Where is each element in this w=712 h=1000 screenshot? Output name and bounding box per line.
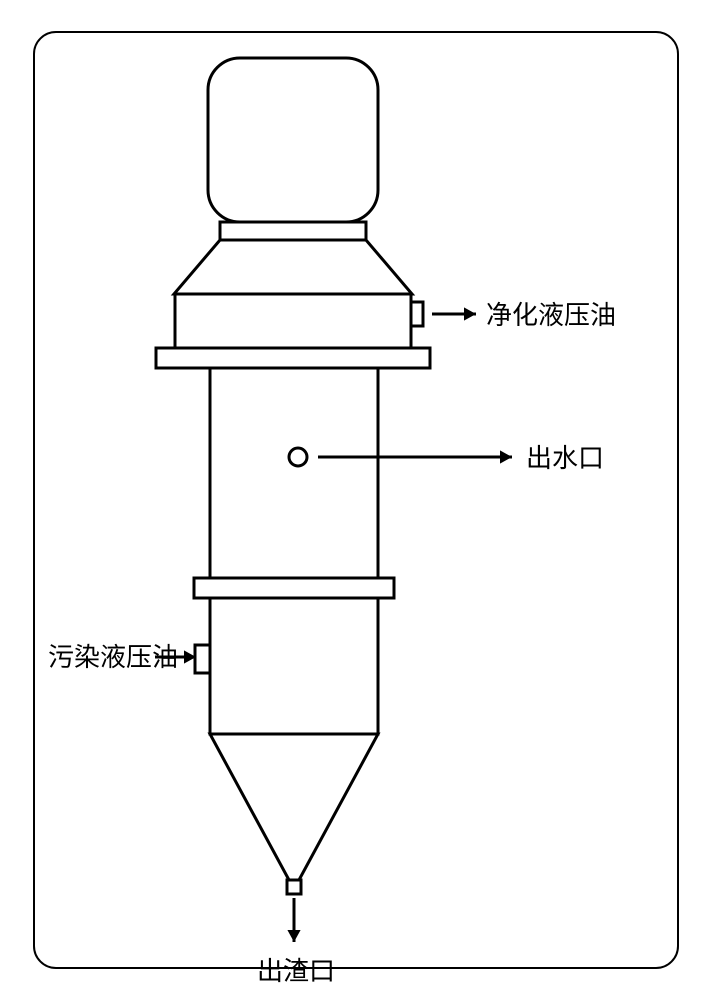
clean-oil-label: 净化液压油	[486, 301, 616, 330]
lower-cylinder	[210, 598, 378, 734]
motor-base-trapezoid	[174, 240, 412, 294]
motor-body	[208, 58, 378, 222]
dirty-oil-label: 污染液压油	[48, 643, 178, 672]
middle-cylinder	[210, 368, 378, 578]
arrow-slag-outlet	[287, 898, 300, 942]
slag-nozzle	[287, 880, 301, 894]
motor-neck	[220, 222, 366, 240]
slag-outlet-label: 出渣口	[257, 957, 335, 986]
dirty-oil-port	[195, 645, 210, 673]
water-outlet-label: 出水口	[526, 444, 604, 473]
clean-oil-port	[411, 302, 423, 326]
middle-flange	[194, 578, 394, 598]
cone	[210, 734, 378, 880]
upper-housing	[175, 294, 411, 348]
upper-flange	[156, 348, 430, 368]
arrow-clean-oil	[432, 307, 476, 320]
